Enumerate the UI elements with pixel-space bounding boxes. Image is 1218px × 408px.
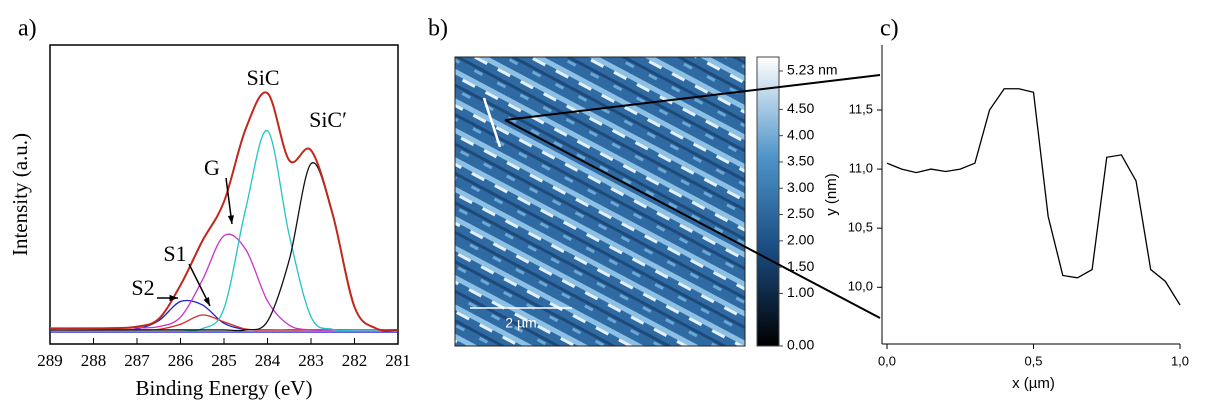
arrow-head (203, 297, 210, 306)
y-tick-label: 10,5 (848, 220, 873, 235)
x-tick-label: 282 (342, 351, 368, 370)
x-axis-label: x (µm) (1012, 375, 1055, 392)
x-tick-label: 281 (385, 351, 411, 370)
x-axis-label: Binding Energy (eV) (136, 376, 313, 400)
x-tick-label: 1,0 (1171, 353, 1189, 368)
page: 2 µm a) 289 288 287 286 285 284 283 282 281 Bindin… (0, 0, 1218, 408)
y-tick-label: 10,0 (848, 279, 873, 294)
colorbar-tick-label: 3.50 (787, 153, 814, 169)
afm-picture (455, 57, 745, 346)
plot-frame (50, 45, 398, 344)
series-line (887, 89, 1180, 305)
x-tick-label: 286 (168, 351, 194, 370)
panel-label: c) (880, 16, 899, 42)
colorbar-tick-label: 2.00 (787, 232, 814, 248)
colorbar-tick-label: 1.50 (787, 258, 814, 274)
series-line (50, 234, 398, 330)
colorbar-tick-label: 5.23 nm (787, 62, 838, 78)
colorbar-tick-label: 2.50 (787, 205, 814, 221)
panel-label: b) (428, 16, 448, 42)
x-tick-label: 0,0 (878, 353, 896, 368)
x-tick-label: 284 (255, 351, 281, 370)
y-axis-label: y (nm) (823, 173, 840, 216)
annotation: S2 (131, 275, 154, 300)
colorbar-tick-label: 3.00 (787, 179, 814, 195)
panel-label: a) (18, 16, 37, 42)
x-tick-label: 289 (37, 351, 63, 370)
y-tick-label: 11,0 (849, 161, 873, 176)
colorbar-tick-label: 0.00 (787, 337, 814, 353)
scale-bar-label: 2 µm (505, 315, 536, 331)
x-tick-label: 287 (124, 351, 150, 370)
colorbar (757, 57, 779, 346)
y-axis-label: Intensity (a.u.) (8, 133, 32, 256)
y-tick-label: 11,5 (849, 101, 873, 116)
x-tick-label: 0,5 (1024, 353, 1042, 368)
arrow-head (228, 215, 234, 224)
colorbar-tick-label: 1.00 (787, 284, 814, 300)
annotation: SiC′ (309, 107, 347, 132)
annotation: SiC (246, 65, 279, 90)
colorbar-tick-label: 4.50 (787, 100, 814, 116)
annotation: G (204, 155, 220, 180)
figure: 2 µm a) 289 288 287 286 285 284 283 282 281 Bindin… (0, 0, 1218, 408)
x-tick-label: 283 (298, 351, 324, 370)
series-line (50, 131, 398, 331)
colorbar-tick-label: 4.00 (787, 126, 814, 142)
x-tick-label: 288 (81, 351, 107, 370)
series-line (50, 300, 398, 330)
series-line (50, 163, 398, 331)
afm-image: 2 µm (455, 57, 880, 346)
x-tick-label: 285 (211, 351, 237, 370)
annotation: S1 (163, 241, 186, 266)
